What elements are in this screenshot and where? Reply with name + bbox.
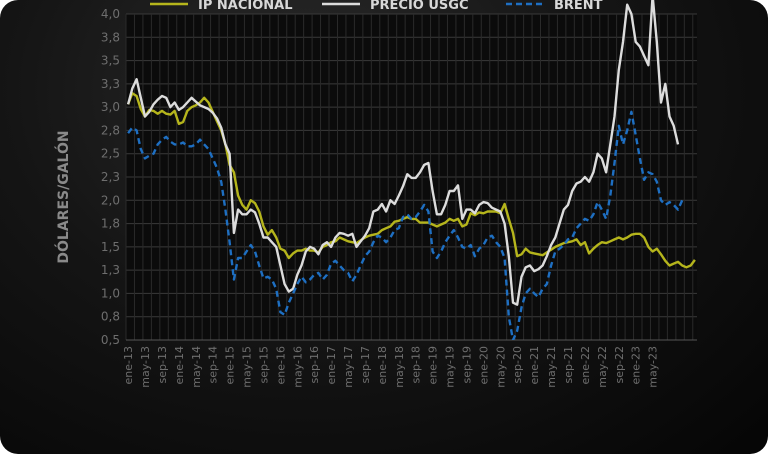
y-tick-label: 2,0 — [101, 193, 120, 207]
y-tick-label: 2,3 — [101, 170, 120, 184]
x-tick-label: may-17 — [342, 346, 355, 388]
y-tick-label: 0,5 — [101, 333, 120, 347]
x-tick-label: ene-16 — [274, 346, 287, 384]
x-tick-label: ene-15 — [224, 346, 237, 384]
legend-label-ip-nacional: IP NACIONAL — [198, 0, 293, 13]
x-tick-label: may-22 — [596, 346, 609, 388]
x-tick-label: ene-19 — [427, 346, 440, 384]
x-tick-label: sep-13 — [156, 346, 169, 383]
legend-label-brent: BRENT — [554, 0, 603, 13]
y-tick-label: 1,0 — [101, 286, 120, 300]
x-tick-label: ene-20 — [477, 346, 490, 384]
y-tick-label: 1,8 — [101, 217, 120, 231]
y-tick-label: 4,0 — [101, 7, 120, 21]
x-tick-label: may-20 — [494, 346, 507, 388]
x-tick-label: ene-17 — [325, 346, 338, 384]
x-tick-label: may-15 — [241, 346, 254, 388]
x-tick-label: may-23 — [647, 346, 660, 388]
y-tick-label: 2,8 — [101, 123, 120, 137]
x-tick-label: sep-19 — [460, 346, 473, 383]
y-tick-label: 3,3 — [101, 77, 120, 91]
y-tick-label: 0,8 — [101, 310, 120, 324]
legend-label-precio-usgc: PRECIO USGC — [370, 0, 469, 13]
x-tick-label: may-14 — [190, 346, 203, 388]
y-tick-label: 1,5 — [101, 240, 120, 254]
y-tick-label: 3,0 — [101, 100, 120, 114]
x-tick-label: sep-22 — [613, 346, 626, 383]
y-tick-label: 1,3 — [101, 263, 120, 277]
y-axis-title: DÓLARES/GALÓN — [54, 130, 72, 263]
y-tick-label: 3,5 — [101, 54, 120, 68]
x-tick-label: sep-16 — [308, 346, 321, 383]
x-tick-label: ene-14 — [173, 346, 186, 384]
y-tick-label: 3,8 — [101, 30, 120, 44]
x-tick-label: ene-21 — [528, 346, 541, 384]
x-tick-label: may-16 — [291, 346, 304, 388]
x-tick-label: may-19 — [444, 346, 457, 388]
x-tick-label: may-18 — [393, 346, 406, 388]
x-tick-label: sep-15 — [257, 346, 270, 383]
series-line-precio-usgc — [126, 0, 680, 306]
x-tick-label: ene-13 — [122, 346, 135, 384]
x-tick-label: sep-21 — [562, 346, 575, 383]
x-tick-label: sep-14 — [207, 346, 220, 383]
y-tick-label: 2,5 — [101, 147, 120, 161]
x-tick-label: sep-17 — [359, 346, 372, 383]
x-tick-label: may-13 — [139, 346, 152, 388]
x-tick-label: sep-20 — [511, 346, 524, 383]
x-tick-label: ene-23 — [630, 346, 643, 384]
x-tick-label: ene-22 — [579, 346, 592, 384]
x-tick-label: ene-18 — [376, 346, 389, 384]
x-tick-label: sep-18 — [410, 346, 423, 383]
x-tick-label: may-21 — [545, 346, 558, 388]
